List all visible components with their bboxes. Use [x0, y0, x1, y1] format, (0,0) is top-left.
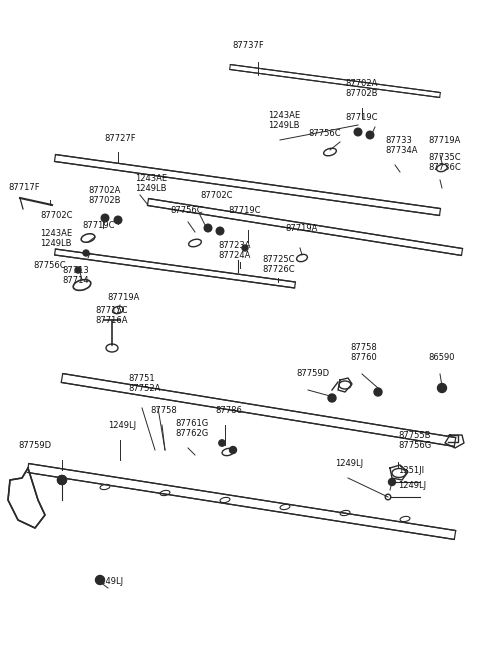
- Text: 87713
87714: 87713 87714: [62, 265, 89, 285]
- Circle shape: [96, 576, 105, 584]
- Text: 1243AE
1249LB: 1243AE 1249LB: [268, 111, 300, 130]
- Polygon shape: [147, 198, 463, 255]
- Text: 86590: 86590: [428, 353, 455, 362]
- Circle shape: [58, 476, 67, 485]
- Text: 87761G
87762G: 87761G 87762G: [175, 419, 208, 438]
- Text: 87719A: 87719A: [428, 136, 460, 145]
- Circle shape: [75, 267, 81, 273]
- Circle shape: [204, 224, 212, 232]
- Text: 87758: 87758: [150, 406, 177, 415]
- Text: 87702C: 87702C: [40, 211, 72, 220]
- Text: 87719C: 87719C: [228, 206, 261, 215]
- Text: 87758
87760: 87758 87760: [350, 343, 377, 362]
- Text: 87735C
87736C: 87735C 87736C: [428, 153, 461, 172]
- Text: 87755B
87756G: 87755B 87756G: [398, 430, 431, 450]
- Text: 87723A
87724A: 87723A 87724A: [218, 240, 251, 260]
- Circle shape: [216, 227, 224, 234]
- Text: 1243AE
1249LB: 1243AE 1249LB: [135, 174, 167, 193]
- Polygon shape: [229, 65, 440, 98]
- Text: 87719C: 87719C: [82, 221, 115, 230]
- Text: 87756C: 87756C: [308, 129, 341, 138]
- Circle shape: [58, 476, 67, 485]
- Text: 87756C: 87756C: [170, 206, 203, 215]
- Text: 87719A: 87719A: [285, 224, 317, 233]
- Text: 87737F: 87737F: [232, 41, 264, 50]
- Polygon shape: [8, 468, 45, 528]
- Text: 87719A: 87719A: [107, 293, 139, 302]
- Text: 87719C: 87719C: [345, 113, 377, 122]
- Circle shape: [437, 383, 446, 392]
- Circle shape: [219, 440, 225, 446]
- Circle shape: [366, 131, 374, 139]
- Polygon shape: [61, 373, 456, 447]
- Text: 1243AE
1249LB: 1243AE 1249LB: [40, 229, 72, 248]
- Text: 1249LJ: 1249LJ: [398, 481, 426, 490]
- Circle shape: [114, 216, 122, 224]
- Circle shape: [242, 245, 248, 251]
- Text: 87715C
87716A: 87715C 87716A: [95, 306, 128, 325]
- Text: 87725C
87726C: 87725C 87726C: [262, 255, 295, 274]
- Text: 87702A
87702B: 87702A 87702B: [88, 185, 120, 205]
- Text: 87786: 87786: [215, 406, 242, 415]
- Text: 1249LJ: 1249LJ: [335, 459, 363, 468]
- Polygon shape: [55, 249, 295, 288]
- Text: 87702A
87702B: 87702A 87702B: [345, 79, 377, 98]
- Text: 1351JI: 1351JI: [398, 466, 424, 475]
- Circle shape: [354, 128, 362, 136]
- Circle shape: [328, 394, 336, 402]
- Circle shape: [388, 479, 396, 485]
- Text: 87759D: 87759D: [18, 441, 51, 450]
- Circle shape: [229, 447, 237, 453]
- Circle shape: [374, 388, 382, 396]
- Text: 87702C: 87702C: [200, 191, 232, 200]
- Circle shape: [101, 214, 109, 222]
- Text: 87756C: 87756C: [33, 261, 66, 270]
- Text: 87717F: 87717F: [8, 183, 40, 192]
- Text: 87759D: 87759D: [296, 369, 329, 378]
- Polygon shape: [27, 464, 456, 540]
- Polygon shape: [55, 155, 441, 215]
- Text: 87733
87734A: 87733 87734A: [385, 136, 418, 155]
- Text: 1249LJ: 1249LJ: [108, 421, 136, 430]
- Text: 87751
87752A: 87751 87752A: [128, 373, 160, 393]
- Circle shape: [83, 250, 89, 256]
- Text: 1249LJ: 1249LJ: [95, 577, 123, 586]
- Text: 87727F: 87727F: [104, 134, 136, 143]
